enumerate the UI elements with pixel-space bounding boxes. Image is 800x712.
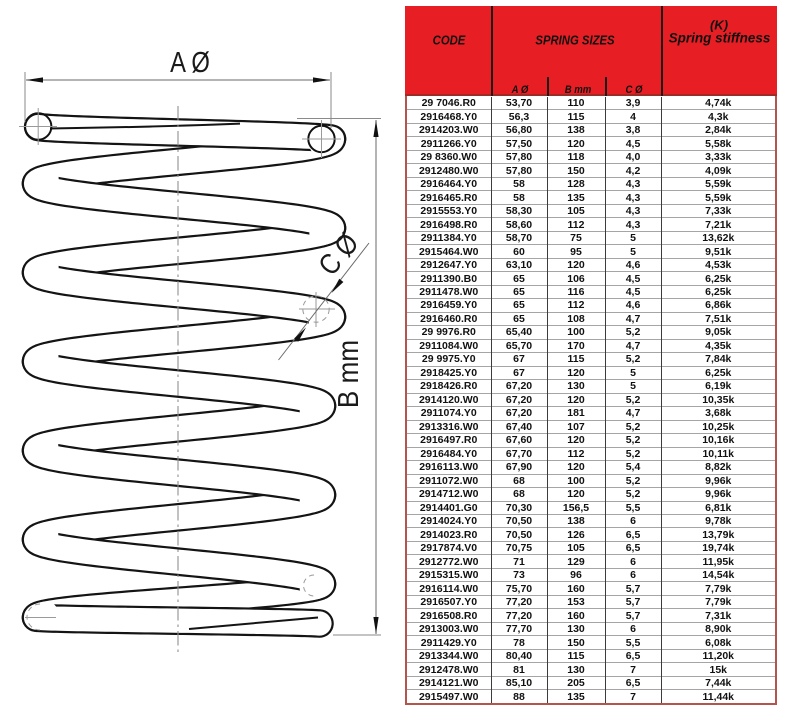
svg-text:B mm: B mm bbox=[333, 340, 365, 408]
svg-text:A Ø: A Ø bbox=[170, 47, 210, 79]
